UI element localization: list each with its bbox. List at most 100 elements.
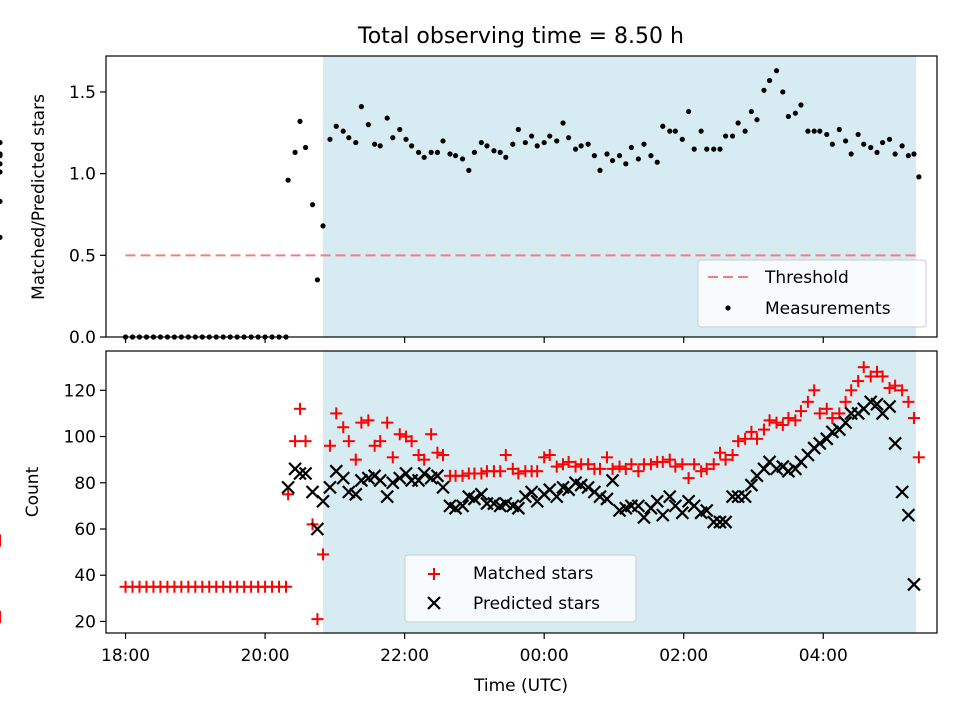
measurement-point bbox=[292, 149, 298, 155]
predicted-star-point bbox=[293, 466, 307, 481]
x-stroke-b bbox=[863, 395, 878, 409]
measurement-point bbox=[811, 128, 817, 134]
x-stroke-b bbox=[662, 489, 677, 504]
matched-star-point bbox=[531, 465, 544, 478]
matched-star-point bbox=[907, 412, 920, 425]
measurement-point bbox=[591, 153, 598, 159]
y-tick-label: 80 bbox=[74, 474, 96, 494]
x-stroke-b bbox=[549, 489, 564, 504]
legend-box bbox=[697, 259, 927, 328]
predicted-star-point bbox=[907, 577, 921, 592]
legend-predicted-label: Predicted stars bbox=[473, 594, 600, 614]
matched-star-point bbox=[543, 449, 556, 462]
measurement-point bbox=[766, 77, 773, 84]
matched-star-point bbox=[323, 439, 336, 452]
measurement-point bbox=[560, 120, 566, 126]
x-stroke-b bbox=[713, 515, 727, 529]
predicted-star-point bbox=[882, 399, 897, 414]
predicted-star-point bbox=[662, 489, 677, 504]
top-legend: Threshold Measurements bbox=[697, 259, 927, 328]
measurement-point bbox=[377, 143, 383, 149]
measurement-point bbox=[478, 139, 484, 146]
measurement-point bbox=[597, 167, 603, 173]
measurement-point bbox=[742, 128, 748, 134]
predicted-star-point bbox=[738, 489, 752, 504]
measurement-point bbox=[510, 141, 516, 147]
x-stroke-b bbox=[738, 489, 752, 504]
y-axis-label: Count bbox=[23, 466, 43, 517]
x-stroke-b bbox=[443, 499, 457, 513]
predicted-star-point bbox=[699, 503, 714, 518]
measurement-point bbox=[792, 110, 798, 116]
top-panel: Total observing time = 8.50 h 0.0 0.5 1.0 1… bbox=[0, 24, 938, 348]
x-stroke-b bbox=[436, 480, 450, 495]
measurement-point bbox=[503, 154, 509, 160]
matched-star-point bbox=[386, 451, 399, 464]
measurement-point bbox=[899, 143, 905, 149]
x-stroke-b bbox=[518, 489, 533, 504]
measurement-point bbox=[855, 131, 861, 138]
predicted-star-point bbox=[430, 469, 445, 483]
measurement-point bbox=[365, 122, 371, 128]
x-stroke-b bbox=[631, 499, 646, 513]
matched-star-point bbox=[613, 460, 626, 473]
measurement-point bbox=[698, 128, 704, 134]
matched-star-point bbox=[425, 428, 438, 441]
matched-star-point bbox=[316, 548, 329, 561]
x-stroke-b bbox=[895, 485, 909, 499]
matched-star-point bbox=[393, 428, 406, 441]
matched-star-point bbox=[494, 465, 507, 478]
predicted-star-point bbox=[744, 478, 759, 492]
x-stroke-b bbox=[392, 471, 407, 485]
matched-star-point bbox=[864, 370, 877, 383]
x-stroke-b bbox=[882, 399, 897, 414]
measurement-point bbox=[578, 143, 584, 149]
measurement-point bbox=[471, 149, 478, 155]
predicted-star-point bbox=[316, 494, 330, 509]
x-stroke-b bbox=[399, 466, 413, 481]
measurement-point bbox=[409, 143, 415, 149]
matched-star-point bbox=[311, 613, 324, 626]
matched-star-point bbox=[883, 381, 896, 394]
measurement-point bbox=[722, 133, 729, 139]
matched-star-point bbox=[719, 453, 732, 466]
legend-matched-swatch bbox=[428, 568, 440, 580]
measurement-point bbox=[729, 133, 736, 139]
measurement-point bbox=[667, 128, 673, 134]
measurement-point bbox=[609, 157, 616, 164]
matched-star-point bbox=[669, 460, 682, 473]
x-stroke-b bbox=[385, 475, 400, 490]
measurement-point bbox=[0, 234, 3, 240]
x-stroke-b bbox=[417, 466, 431, 481]
x-stroke-b bbox=[888, 436, 902, 451]
measurement-point bbox=[0, 139, 3, 146]
measurement-point bbox=[704, 146, 710, 152]
y-tick-label: 100 bbox=[64, 428, 96, 448]
predicted-star-point bbox=[581, 480, 595, 495]
y-axis-label: Matched/Predicted stars bbox=[29, 94, 49, 300]
measurement-point bbox=[635, 156, 641, 162]
predicted-star-point bbox=[713, 515, 727, 529]
measurement-point bbox=[346, 135, 352, 141]
matched-star-point bbox=[456, 469, 469, 482]
predicted-star-point bbox=[718, 515, 733, 529]
x-stroke-b bbox=[650, 494, 664, 509]
predicted-star-point bbox=[298, 466, 313, 481]
matched-star-point bbox=[293, 402, 306, 415]
matched-star-point bbox=[782, 412, 795, 425]
measurement-point bbox=[604, 151, 610, 157]
matched-star-point bbox=[593, 462, 606, 475]
measurement-point bbox=[805, 128, 811, 134]
measurement-point bbox=[340, 128, 346, 134]
measurement-point bbox=[515, 126, 521, 133]
measurement-point bbox=[711, 146, 717, 152]
measurement-point bbox=[848, 151, 854, 157]
legend-matched-label: Matched stars bbox=[473, 564, 593, 584]
matched-star-point bbox=[562, 455, 575, 468]
matched-star-point bbox=[381, 416, 394, 429]
matched-star-point bbox=[902, 395, 915, 408]
measurement-point bbox=[434, 149, 441, 155]
measurement-point bbox=[452, 153, 459, 159]
matched-stars-points bbox=[0, 361, 925, 626]
matched-star-point bbox=[431, 446, 444, 459]
